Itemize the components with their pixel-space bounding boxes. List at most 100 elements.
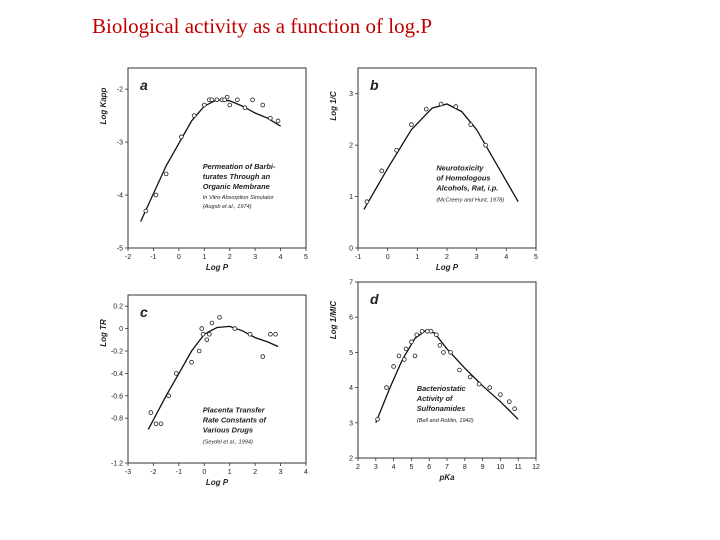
panel-letter: a [140, 77, 148, 93]
y-tick-label: 7 [349, 280, 353, 287]
data-point [260, 354, 266, 359]
y-tick-label: 0.2 [113, 304, 123, 311]
data-point [438, 101, 444, 107]
data-point [222, 97, 227, 103]
data-point [437, 343, 443, 348]
x-tick-label: 11 [515, 464, 522, 471]
data-point [391, 364, 396, 369]
data-point [166, 393, 171, 399]
x-tick-label: -1 [150, 254, 156, 261]
panel-caption-line: Rate Constants of [203, 416, 268, 425]
data-point [409, 339, 414, 345]
panel-c: -3 -2 -1 0 1 2 3 4 0.2 0 -0.2 -0.4 -0.6 -0.8 -1.2 Log P… [99, 294, 308, 487]
x-tick-label: 3 [475, 254, 479, 261]
data-point [268, 331, 273, 337]
fit-curve [147, 325, 279, 430]
data-point [428, 328, 434, 334]
data-point [163, 171, 169, 177]
data-point [148, 410, 154, 415]
data-point [379, 168, 385, 174]
data-point [423, 106, 429, 112]
data-point [217, 315, 222, 320]
data-point [242, 105, 248, 111]
panel-caption-line: Various Drugs [203, 426, 253, 435]
x-tick-label: 0 [386, 254, 390, 261]
x-tick-label: 5 [409, 464, 413, 471]
x-tick-label: 2 [445, 254, 449, 261]
x-tick-label: 4 [504, 254, 508, 261]
y-tick-label: -0.8 [111, 416, 123, 423]
data-point [483, 142, 488, 148]
panel-caption-line: Placenta Transfer [203, 406, 266, 415]
y-tick-label: 0 [349, 246, 353, 253]
x-tick-label: 5 [534, 254, 538, 261]
data-point [273, 331, 278, 337]
x-tick-label: 7 [445, 464, 449, 471]
data-point [199, 326, 205, 331]
y-axis-label: Log TR [99, 319, 108, 347]
data-point [275, 118, 281, 124]
data-point [153, 192, 159, 198]
data-point [498, 392, 503, 397]
data-point [364, 199, 370, 205]
data-point [396, 353, 402, 359]
data-point [476, 381, 482, 387]
panel-caption-line: of Homologous [436, 174, 490, 183]
data-point [434, 332, 439, 338]
data-point [143, 208, 149, 214]
figure-background [90, 50, 550, 490]
panel-letter: d [370, 291, 379, 307]
x-tick-label: 12 [532, 464, 540, 471]
data-point [409, 122, 414, 127]
panel-caption-line: Alcohols, Rat, i.p. [435, 184, 498, 193]
panel-caption-line: turates Through an [203, 172, 271, 181]
plot-frame [127, 294, 307, 464]
panel-a: -2 -1 0 1 2 3 4 5 -2 -3 -4 -5 Log P Log Kapp a Permeati… [99, 67, 308, 272]
panel-caption-line: Bacteriostatic [417, 384, 466, 393]
panel-letter: b [370, 77, 379, 93]
y-tick-label: -3 [117, 140, 123, 147]
x-tick-label: 3 [253, 254, 257, 261]
data-point [250, 97, 255, 103]
x-tick-label: 8 [463, 464, 467, 471]
panel-citation: (Augsb et al., 1974) [203, 204, 252, 210]
data-point [214, 97, 220, 103]
y-axis-label: Log 1/MIC [329, 301, 338, 339]
x-tick-label: 3 [374, 464, 378, 471]
x-tick-label: 2 [253, 469, 257, 476]
y-tick-label: 3 [349, 420, 353, 427]
data-point [506, 399, 512, 404]
x-tick-label: 1 [202, 254, 206, 261]
x-tick-label: 2 [228, 254, 232, 261]
x-axis-label: Log P [206, 478, 229, 487]
panel-caption-line: Sulfonamides [417, 404, 465, 413]
y-tick-label: 1 [349, 194, 353, 201]
x-tick-label: -2 [150, 469, 156, 476]
panel-d: 2 3 4 5 6 7 8 9 10 11 12 2 3 4 5 6 7 pKa Log 1/MIC d Bacteri… [329, 280, 540, 483]
panel-caption-line: Neurotoxicity [436, 164, 484, 173]
y-tick-label: 3 [349, 91, 353, 98]
panel-caption-sub: In Vitro Absorption Simulator [203, 195, 275, 201]
y-tick-label: 2 [349, 456, 353, 463]
x-axis-label: pKa [438, 473, 455, 482]
data-point [227, 102, 233, 108]
data-point [384, 385, 389, 390]
y-tick-label: -5 [117, 246, 123, 253]
y-axis-label: Log Kapp [99, 87, 108, 124]
data-point [179, 134, 184, 140]
y-tick-label: -0.4 [111, 371, 123, 378]
data-point [224, 94, 230, 100]
x-tick-label: 4 [392, 464, 396, 471]
data-point [419, 328, 425, 334]
y-tick-label: 5 [349, 350, 353, 357]
data-point [207, 331, 212, 337]
data-point [201, 102, 207, 108]
x-tick-label: 3 [279, 469, 283, 476]
x-tick-label: 4 [304, 469, 308, 476]
slide-title: Biological activity as a function of log… [92, 14, 433, 38]
x-tick-label: 6 [427, 464, 431, 471]
data-point [468, 122, 474, 127]
data-point [153, 421, 159, 427]
panel-letter: c [140, 304, 148, 320]
data-point [247, 331, 253, 337]
